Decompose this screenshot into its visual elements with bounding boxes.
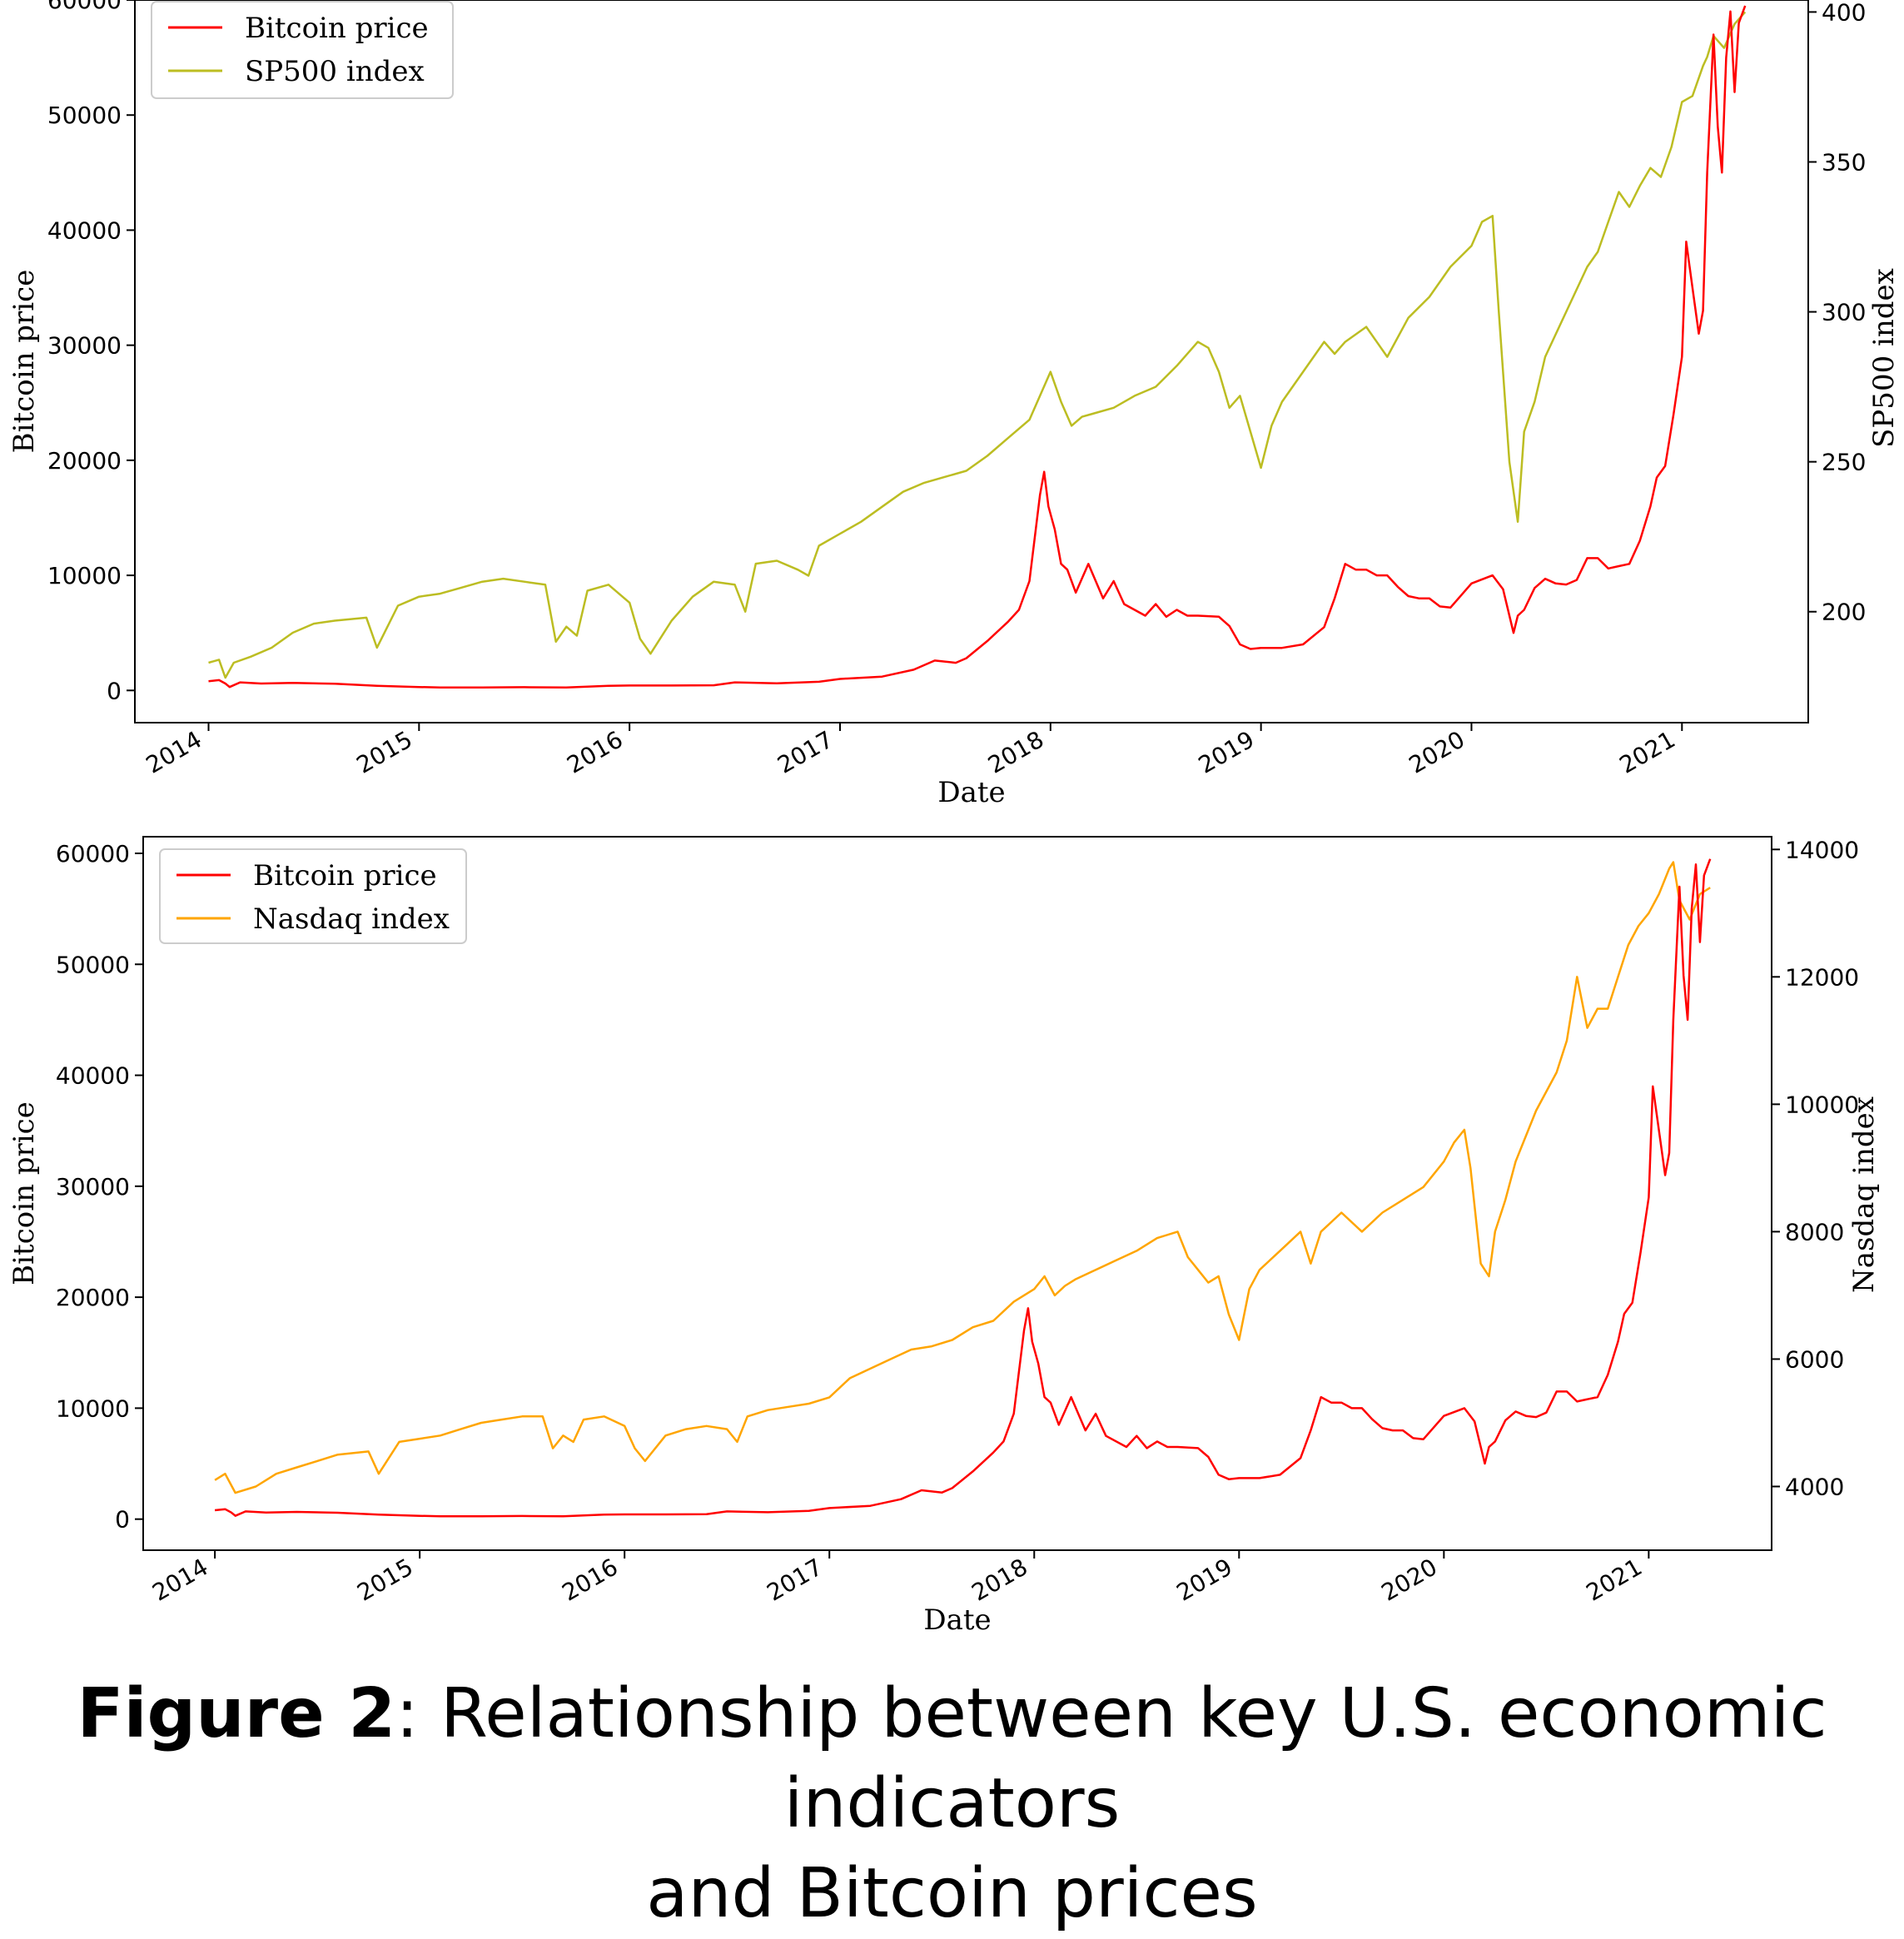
y-tick-label: 50000 [47, 102, 122, 129]
y2-tick-label: 10000 [1785, 1091, 1859, 1118]
x-axis-label: Date [923, 1603, 991, 1637]
x-tick-label: 2016 [562, 725, 627, 778]
y-tick-label: 10000 [47, 562, 122, 589]
plot-frame [134, 0, 1809, 723]
x-axis-ticks: 2014 2015 2016 2017 2018 2019 2020 2021 [147, 1550, 1650, 1607]
y-axis-ticks: 0 10000 20000 30000 40000 50000 60000 [47, 0, 135, 704]
y2-tick-label: 400 [1822, 0, 1866, 26]
caption-text-1: : Relationship between key U.S. economic… [395, 1674, 1827, 1843]
y2-tick-label: 200 [1822, 599, 1866, 626]
x-axis-ticks: 2014 2015 2016 2017 2018 2019 2020 2021 [142, 723, 1683, 779]
series-line-bitcoin-price [214, 858, 1712, 1518]
x-tick-label: 2017 [763, 1553, 828, 1606]
legend-label-nasdaq: Nasdaq index [253, 902, 450, 936]
y2-tick-label: 12000 [1785, 963, 1859, 991]
legend: Bitcoin price Nasdaq index [159, 848, 467, 944]
y-tick-label: 50000 [56, 951, 130, 978]
x-tick-label: 2014 [147, 1553, 212, 1606]
y-axis-label: Bitcoin price [7, 1101, 41, 1285]
y2-axis-ticks: 4000 6000 8000 10000 12000 14000 [1772, 836, 1859, 1500]
y-tick-label: 0 [107, 677, 122, 704]
x-tick-label: 2020 [1377, 1553, 1442, 1606]
y2-tick-label: 4000 [1785, 1473, 1844, 1500]
x-tick-label: 2021 [1615, 725, 1680, 778]
y-tick-label: 10000 [56, 1395, 130, 1422]
figure-caption: Figure 2: Relationship between key U.S. … [0, 1669, 1904, 1939]
x-tick-label: 2015 [352, 1553, 417, 1606]
x-tick-label: 2020 [1404, 725, 1469, 778]
y2-tick-label: 8000 [1785, 1218, 1844, 1245]
y2-axis-label: SP500 index [1867, 268, 1901, 448]
y-tick-label: 30000 [47, 332, 122, 360]
x-tick-label: 2017 [773, 725, 838, 778]
y2-tick-label: 300 [1822, 299, 1866, 326]
x-tick-label: 2019 [1194, 725, 1259, 778]
y2-tick-label: 350 [1822, 148, 1866, 176]
legend: Bitcoin price SP500 index [151, 1, 454, 99]
y2-tick-label: 250 [1822, 449, 1866, 476]
y-axis-label: Bitcoin price [7, 270, 41, 454]
figure-label: Figure 2 [77, 1674, 396, 1753]
legend-label-bitcoin: Bitcoin price [253, 859, 437, 892]
y-tick-label: 0 [115, 1506, 130, 1534]
y-tick-label: 30000 [56, 1173, 130, 1201]
series-line-bitcoin-price [208, 5, 1747, 689]
legend-box [159, 848, 467, 944]
x-axis-label: Date [937, 776, 1005, 809]
y2-tick-label: 14000 [1785, 836, 1859, 863]
series-layer [214, 858, 1712, 1518]
y2-axis-label: Nasdaq index [1847, 1096, 1881, 1293]
y-tick-label: 40000 [47, 216, 122, 244]
chart-panel-nasdaq: 2014 2015 2016 2017 2018 2019 2020 2021 0 10000 2… [7, 836, 1881, 1637]
series-layer [208, 5, 1747, 689]
x-tick-label: 2014 [142, 725, 206, 778]
y-tick-label: 60000 [56, 840, 130, 868]
x-tick-label: 2018 [983, 725, 1048, 778]
y-tick-label: 40000 [56, 1062, 130, 1090]
x-tick-label: 2019 [1172, 1553, 1237, 1606]
y2-axis-ticks: 200 250 300 350 400 [1808, 0, 1866, 626]
y-tick-label: 60000 [47, 0, 122, 14]
y-tick-label: 20000 [56, 1284, 130, 1311]
series-line-nasdaq-index [214, 861, 1711, 1494]
x-tick-label: 2016 [557, 1553, 622, 1606]
x-tick-label: 2021 [1582, 1553, 1647, 1606]
y-tick-label: 20000 [47, 447, 122, 475]
chart-panel-sp500: 2014 2015 2016 2017 2018 2019 2020 2021 0 10000 2… [7, 0, 1901, 809]
x-tick-label: 2015 [352, 725, 417, 778]
x-tick-label: 2018 [967, 1553, 1032, 1606]
caption-line-1: Figure 2: Relationship between key U.S. … [0, 1669, 1904, 1849]
legend-box [151, 1, 454, 99]
caption-line-2: and Bitcoin prices [646, 1854, 1258, 1933]
legend-label-sp500: SP500 index [245, 55, 425, 88]
series-line-sp500-index [208, 11, 1747, 679]
y-axis-ticks: 0 10000 20000 30000 40000 50000 60000 [56, 840, 143, 1534]
y2-tick-label: 6000 [1785, 1345, 1844, 1373]
figure-canvas: 2014 2015 2016 2017 2018 2019 2020 2021 0 10000 2… [7, 0, 1901, 1637]
plot-frame [142, 836, 1772, 1551]
legend-label-bitcoin: Bitcoin price [245, 12, 429, 45]
